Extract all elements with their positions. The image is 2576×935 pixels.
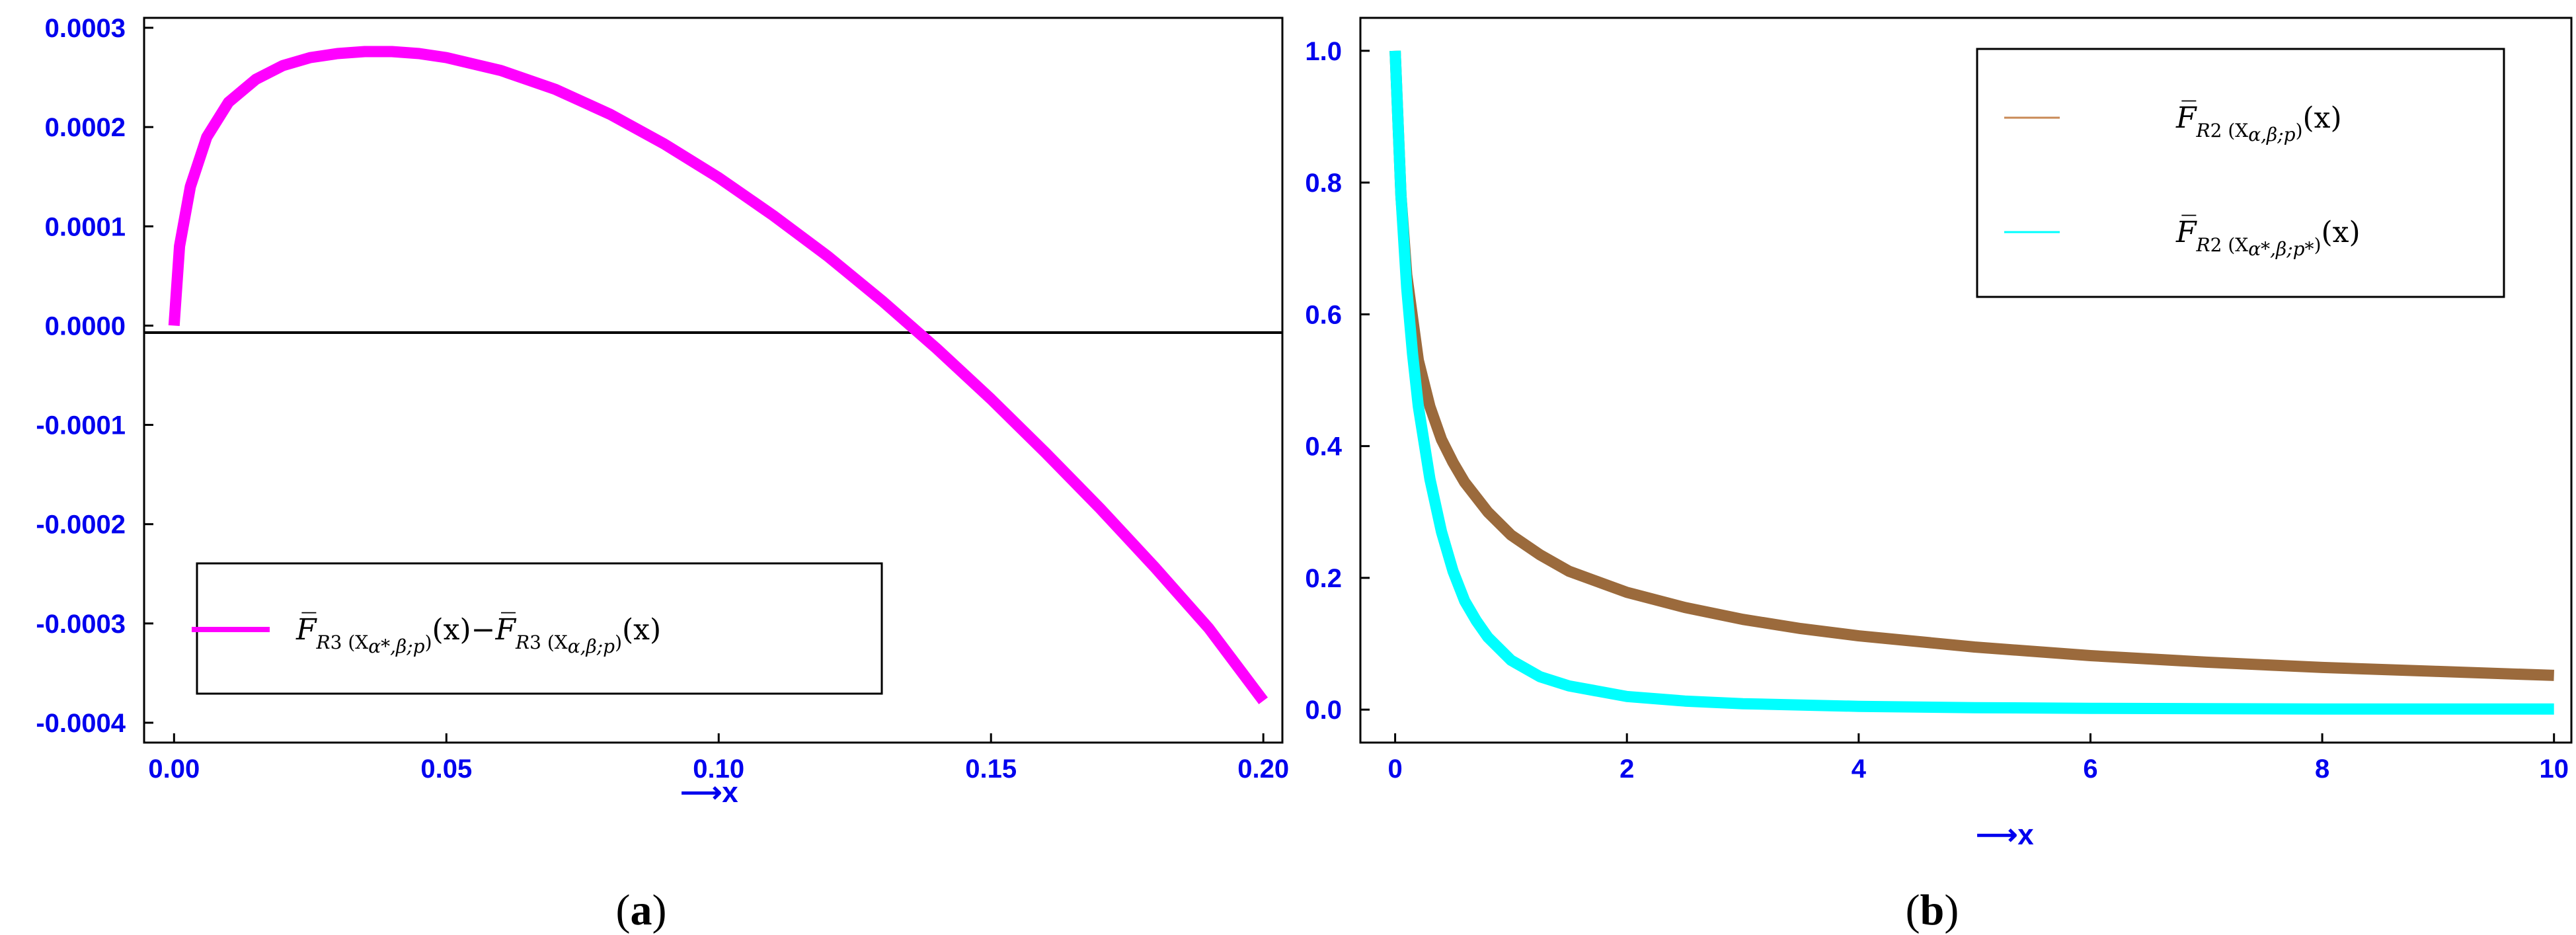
panel-a-legend-box <box>196 562 883 695</box>
panel-b-xlabel: ⟶x <box>1976 819 2034 851</box>
panel-a-ytick-label: -0.0001 <box>36 411 126 440</box>
panel-b-caption-letter: b <box>1920 886 1945 934</box>
panel-b-xtick-label: 6 <box>2083 754 2097 784</box>
panel-a-xtick-label: 0.05 <box>420 754 472 784</box>
panel-b-xtick-label: 4 <box>1852 754 1867 784</box>
panel-a-xtick-label: 0.00 <box>148 754 200 784</box>
panel-a-ytick-label: -0.0004 <box>36 709 126 738</box>
panel-b-legend-box <box>1976 48 2505 298</box>
panel-b-ytick-label: 0.0 <box>1305 696 1342 725</box>
panel-b-series-brown-line <box>1389 50 2554 681</box>
panel-b-ytick-label: 1.0 <box>1305 37 1342 66</box>
panel-a-ytick-label: -0.0003 <box>36 610 126 639</box>
panel-b-frame <box>1359 17 2573 744</box>
panel-a: 0.0003 0.0002 0.0001 0.0000 -0.0001 -0.0002 -0… <box>36 14 1289 934</box>
panel-a-ytick-label: -0.0002 <box>36 510 126 540</box>
panel-b-legend: F̅R2 (Xα,β;p)(x) F̅R2 (Xα*,β;p*)(x) <box>1976 48 2505 298</box>
panel-a-xtick-label: 0.20 <box>1237 754 1289 784</box>
panel-a-xlabel: ⟶x <box>680 776 738 809</box>
panel-a-caption: (a) <box>616 886 667 934</box>
panel-b-legend-entry-cyan: F̅R2 (Xα*,β;p*)(x) <box>2175 214 2361 260</box>
panel-a-xtick-label: 0.10 <box>693 754 744 784</box>
panel-a-ytick-label: 0.0002 <box>45 113 126 142</box>
panel-b-ytick-label: 0.6 <box>1305 300 1342 329</box>
panel-a-caption-letter: a <box>631 886 652 934</box>
panel-b-ytick-label: 0.8 <box>1305 169 1342 198</box>
panel-a-xticks: 0.00 0.05 0.10 0.15 0.20 <box>148 733 1289 784</box>
panel-b-caption: (b) <box>1906 886 1959 934</box>
panel-a-legend-entry: F̅R3 (Xα*,β;p)(x)−F̅R3 (Xα,β;p)(x) <box>295 612 661 657</box>
panel-a-series-difference-line <box>168 46 1268 705</box>
panel-a-ytick-label: 0.0001 <box>45 212 126 241</box>
panel-b-ytick-label: 0.2 <box>1305 564 1342 593</box>
panel-b-xticks: 0 2 4 6 8 10 <box>1387 733 2569 784</box>
panel-b: 1.0 0.8 0.6 0.4 0.2 0.0 0 2 4 6 8 10 ⟶x (b) F̅R2 (… <box>1305 17 2573 934</box>
panel-b-xtick-label: 2 <box>1620 754 1634 784</box>
panel-a-ytick-label: 0.0000 <box>45 311 126 341</box>
panel-b-yticks: 1.0 0.8 0.6 0.4 0.2 0.0 <box>1305 37 1370 725</box>
panel-b-series-cyan-line <box>1389 50 2554 715</box>
panel-a-xtick-label: 0.15 <box>965 754 1017 784</box>
panel-b-xtick-label: 8 <box>2315 754 2329 784</box>
panel-a-legend: F̅R3 (Xα*,β;p)(x)−F̅R3 (Xα,β;p)(x) <box>192 562 883 695</box>
panel-b-legend-entry-brown: F̅R2 (Xα,β;p)(x) <box>2175 100 2342 145</box>
panel-b-xtick-label: 0 <box>1387 754 1402 784</box>
panel-a-yticks: 0.0003 0.0002 0.0001 0.0000 -0.0001 -0.0002 -0… <box>36 14 153 738</box>
panel-a-ytick-label: 0.0003 <box>45 14 126 43</box>
panel-b-ytick-label: 0.4 <box>1305 432 1342 462</box>
panel-b-xtick-label: 10 <box>2539 754 2569 784</box>
panel-a-frame <box>143 17 1284 744</box>
